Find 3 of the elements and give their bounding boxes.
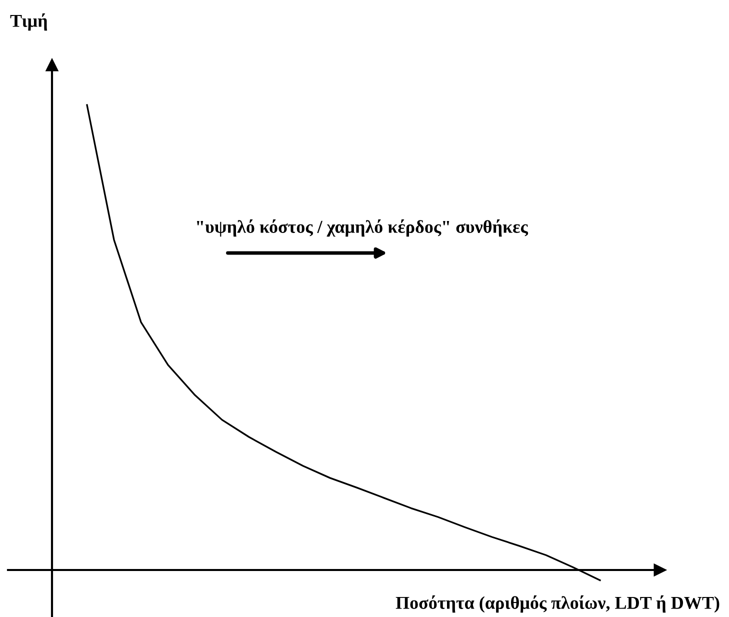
y-axis-title: Τιμή <box>10 13 48 31</box>
annotation: "υψηλό κόστος / χαμηλό κέρδος" συνθήκες <box>197 219 528 237</box>
x-axis-title: Ποσότητα (αριθμός πλοίων, LDT ή DWT) <box>396 595 720 613</box>
